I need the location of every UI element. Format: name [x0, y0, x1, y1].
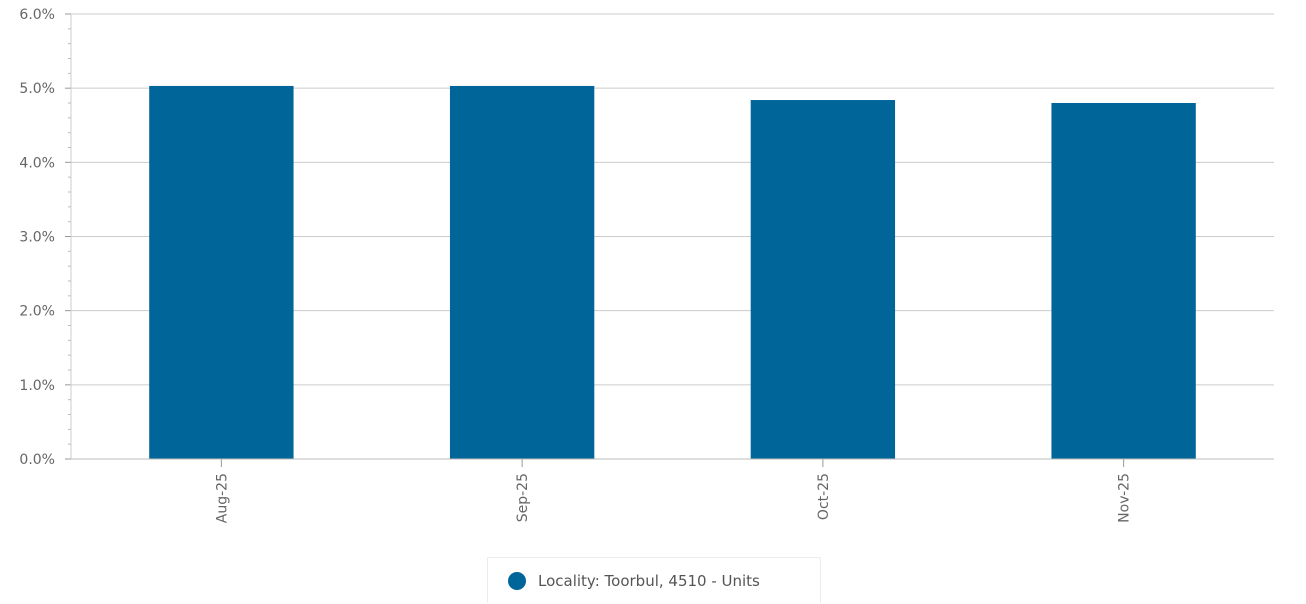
y-tick-label: 4.0% — [19, 155, 55, 171]
axes — [70, 14, 1274, 467]
bar[interactable] — [750, 100, 896, 460]
x-tick-label: Aug-25 — [214, 473, 230, 523]
bar-chart: 0.0% 1.0% 2.0% 3.0% 4.0% 5.0% 6.0% Aug-25 Sep-2… — [19, 7, 1274, 523]
y-tick-label: 2.0% — [19, 304, 55, 320]
bar[interactable] — [449, 85, 595, 460]
legend-marker — [508, 571, 526, 590]
y-minor-ticks — [65, 13, 71, 460]
x-tick-label: Sep-25 — [515, 473, 531, 522]
bar[interactable] — [149, 85, 294, 460]
x-tick-labels: Aug-25 Sep-25 Oct-25 Nov-25 — [214, 473, 1132, 523]
y-tick-label: 6.0% — [19, 7, 55, 23]
y-tick-label: 1.0% — [19, 378, 55, 394]
legend[interactable]: Locality: Toorbul, 4510 - Units — [487, 557, 821, 603]
x-tick-label: Oct-25 — [816, 473, 832, 520]
y-tick-label: 0.0% — [19, 452, 55, 468]
y-tick-label: 3.0% — [19, 230, 55, 246]
y-tick-label: 5.0% — [19, 81, 55, 97]
y-tick-labels: 0.0% 1.0% 2.0% 3.0% 4.0% 5.0% 6.0% — [19, 7, 55, 468]
x-tick-label: Nov-25 — [1117, 473, 1133, 523]
bar[interactable] — [1051, 103, 1196, 459]
bars — [149, 85, 1196, 460]
legend-label: Locality: Toorbul, 4510 - Units — [538, 571, 760, 590]
